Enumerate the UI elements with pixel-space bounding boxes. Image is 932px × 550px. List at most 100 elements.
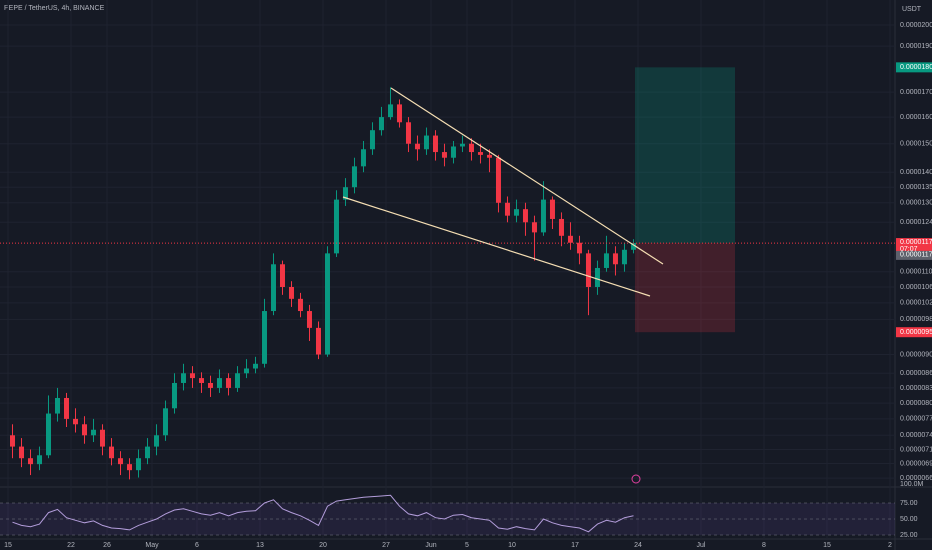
x-tick-label: Jul <box>696 542 705 549</box>
rsi-tick-label: 75.00 <box>900 500 918 507</box>
y-tick-label: 0.00000667 <box>900 475 932 482</box>
candle-body <box>126 464 132 471</box>
candle-body <box>504 202 510 216</box>
rsi-tick-label: 25.00 <box>900 532 918 539</box>
candle-body <box>108 446 114 459</box>
last-price-label: 0.00001179 <box>900 239 932 246</box>
x-tick-label: May <box>145 542 159 549</box>
currency-label: USDT <box>902 6 922 13</box>
candle-body <box>297 298 303 312</box>
x-tick-label: 2 <box>888 542 892 549</box>
candle-body <box>513 209 519 216</box>
candle-body <box>162 408 168 436</box>
x-tick-label: 15 <box>823 542 831 549</box>
candle-body <box>558 218 564 236</box>
candle-body <box>360 149 366 167</box>
countdown-label: 07:07 <box>900 246 918 253</box>
candle-body <box>90 429 96 436</box>
candle-body <box>144 446 150 459</box>
candle-body <box>180 373 186 383</box>
candle-body <box>216 378 222 388</box>
candle-body <box>10 435 16 447</box>
x-tick-label: 26 <box>103 542 111 549</box>
last-price-bg <box>896 238 932 255</box>
candle-body <box>225 378 231 388</box>
candle-body <box>495 157 501 203</box>
candle-body <box>369 130 375 150</box>
candle-body <box>135 458 141 471</box>
candle-body <box>207 382 213 388</box>
candle-body <box>19 446 25 459</box>
x-tick-label: 15 <box>4 542 12 549</box>
candle-body <box>171 382 177 409</box>
y-tick-label: 0.00000691 <box>900 460 932 467</box>
candle-body <box>531 222 537 233</box>
candle-body <box>567 235 573 243</box>
candle-body <box>468 143 474 153</box>
rsi-tick-label: 50.00 <box>900 516 918 523</box>
event-icon <box>631 474 641 484</box>
x-tick-label: 8 <box>762 542 766 549</box>
x-tick-label: 17 <box>571 542 579 549</box>
candle-body <box>306 311 312 328</box>
candle-body <box>72 418 78 425</box>
x-tick-label: 20 <box>319 542 327 549</box>
candle-body <box>234 373 240 388</box>
prev-price-bg <box>896 250 932 260</box>
candle-body <box>342 187 348 200</box>
candle-body <box>549 199 555 219</box>
candle-body <box>414 143 420 150</box>
candle-body <box>117 458 123 465</box>
candle-body <box>621 249 627 265</box>
candle-body <box>594 267 600 287</box>
candle-body <box>198 378 204 383</box>
x-tick-label: 22 <box>67 542 75 549</box>
x-tick-label: Jun <box>425 542 436 549</box>
candle-body <box>189 373 195 379</box>
candle-body <box>243 368 249 374</box>
volume-axis-label: 100.0M <box>900 481 924 488</box>
candle-body <box>585 253 591 287</box>
loss-zone <box>635 243 735 333</box>
candle-body <box>450 146 456 158</box>
trend-line <box>342 196 651 297</box>
candle-body <box>522 209 528 223</box>
candle-body <box>351 166 357 188</box>
candle-body <box>486 154 492 158</box>
candle-body <box>261 311 267 364</box>
candle-body <box>279 264 285 287</box>
target-label: 0.00001805 <box>900 64 932 71</box>
target-label-bg <box>896 62 932 73</box>
candle-body <box>324 253 330 355</box>
candle-body <box>81 424 87 436</box>
candle-body <box>252 363 258 369</box>
candle-body <box>333 199 339 254</box>
candle-body <box>315 327 321 355</box>
x-tick-label: 10 <box>508 542 516 549</box>
x-tick-label: 27 <box>382 542 390 549</box>
candle-body <box>288 286 294 299</box>
candle-body <box>477 152 483 155</box>
candle-body <box>423 135 429 150</box>
candle-body <box>540 199 546 233</box>
